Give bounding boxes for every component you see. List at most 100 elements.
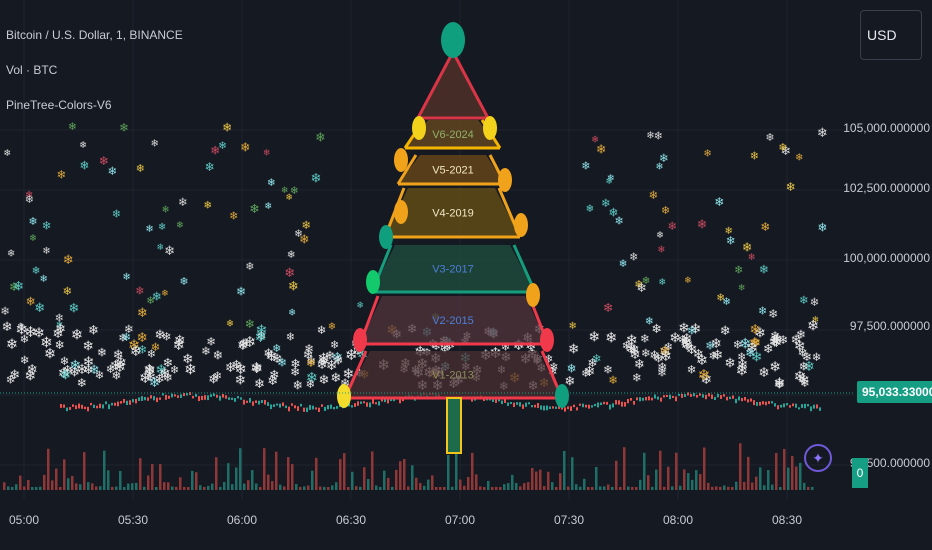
candle xyxy=(726,396,728,401)
volume-bar xyxy=(795,466,798,490)
candle xyxy=(315,407,317,410)
snowflake-icon: ❄ xyxy=(330,370,341,385)
volume-bar xyxy=(199,485,202,490)
volume-bar xyxy=(479,486,482,490)
currency-button[interactable]: USD xyxy=(860,10,922,60)
symbol-legend[interactable]: Bitcoin / U.S. Dollar, 1, BINANCE xyxy=(6,28,183,42)
volume-bar xyxy=(287,457,290,490)
snowflake-icon: ❄ xyxy=(601,197,611,210)
snowflake-icon: ❄ xyxy=(548,365,558,378)
volume-bar xyxy=(567,486,570,490)
candle xyxy=(135,398,137,404)
candle xyxy=(195,393,197,397)
volume-bar xyxy=(675,452,678,490)
candle xyxy=(75,405,77,410)
snowflake-icon: ❄ xyxy=(603,301,613,315)
snowflake-icon: ❄ xyxy=(111,369,121,383)
candle xyxy=(660,397,662,402)
volume-bar xyxy=(251,470,254,490)
volume-bar xyxy=(119,470,122,490)
snowflake-icon: ❄ xyxy=(290,185,299,197)
volume-bar xyxy=(699,474,702,490)
volume-bar xyxy=(419,483,422,490)
snowflake-icon: ❄ xyxy=(2,319,13,334)
volume-bar xyxy=(483,486,486,490)
snowflake-icon: ❄ xyxy=(812,315,820,325)
volume-bar xyxy=(711,486,714,490)
volume-bar xyxy=(683,469,686,490)
price-label: 102,500.000000 xyxy=(843,181,930,195)
volume-bar xyxy=(311,470,314,490)
chart-area[interactable]: ❄ ❄ ❄ ❄ ❄ ❄ ❄ ❄ ❄ ❄ ❄ ❄ ❄ ❄ ❄ ❄ ❄ ❄ ❄ ❄ ❄ ❄ ❄ ❄ ❄ ❄ ❄ ❄ ❄ ❄ ❄ ❄ ❄ ❄ ❄ ❄ ❄ ❄ ❄ ❄… xyxy=(0,0,855,500)
candle xyxy=(141,396,143,401)
candle xyxy=(126,400,128,405)
volume-bar xyxy=(83,452,86,490)
snowflake-icon: ❄ xyxy=(9,367,20,382)
candle xyxy=(201,395,203,401)
volume-bar xyxy=(811,486,814,490)
volume-bar xyxy=(447,454,450,490)
snowflake-icon: ❄ xyxy=(88,323,99,338)
volume-bar xyxy=(671,486,674,490)
snowflake-icon: ❄ xyxy=(203,201,212,212)
snowflake-icon: ❄ xyxy=(317,352,329,368)
snowflake-icon: ❄ xyxy=(345,348,357,364)
volume-bar xyxy=(335,482,338,490)
candle xyxy=(561,407,563,410)
snowflake-icon: ❄ xyxy=(581,160,590,172)
snowflake-icon: ❄ xyxy=(89,362,100,377)
volume-bar xyxy=(323,486,326,490)
volume-bar xyxy=(331,485,334,490)
volume-bar xyxy=(631,486,634,490)
snowflake-icon: ❄ xyxy=(656,162,664,173)
sparkle-icon[interactable]: ✦ xyxy=(804,444,832,472)
volume-bar xyxy=(343,453,346,490)
indicator-legend[interactable]: PineTree-Colors-V6 xyxy=(6,98,112,112)
candle xyxy=(741,397,743,402)
snowflake-icon: ❄ xyxy=(614,215,623,227)
snowflake-icon: ❄ xyxy=(225,360,236,375)
snowflake-icon: ❄ xyxy=(724,356,735,371)
volume-bar xyxy=(107,470,110,490)
snowflake-icon: ❄ xyxy=(113,347,124,362)
candle xyxy=(567,406,569,410)
volume-bar xyxy=(203,486,206,490)
price-scale[interactable]: 105,000.000000 102,500.000000 100,000.00… xyxy=(843,0,932,500)
volume-bar xyxy=(591,486,594,490)
snowflake-icon: ❄ xyxy=(690,321,702,337)
snowflake-icon: ❄ xyxy=(319,372,330,387)
volume-bar xyxy=(599,486,602,490)
snowflake-icon: ❄ xyxy=(696,353,708,369)
volume-bar xyxy=(659,450,662,490)
candle xyxy=(801,404,803,408)
snowflake-icon: ❄ xyxy=(69,364,80,379)
volume-bar xyxy=(587,486,590,490)
volume-bar xyxy=(499,486,502,490)
tree-ornament xyxy=(526,283,540,307)
snowflake-icon: ❄ xyxy=(112,209,121,221)
snowflake-icon: ❄ xyxy=(306,370,318,386)
candle xyxy=(705,394,707,400)
candle xyxy=(669,394,671,400)
snowflake-icon: ❄ xyxy=(319,354,329,368)
tree-tier-label: V3-2017 xyxy=(432,264,474,276)
chart-canvas[interactable]: ❄ ❄ ❄ ❄ ❄ ❄ ❄ ❄ ❄ ❄ ❄ ❄ ❄ ❄ ❄ ❄ ❄ ❄ ❄ ❄ ❄ ❄ ❄ ❄ ❄ ❄ ❄ ❄ ❄ ❄ ❄ ❄ ❄ ❄ ❄ ❄ ❄ ❄ ❄ ❄… xyxy=(0,0,855,500)
volume-bar xyxy=(139,458,142,490)
snowflake-icon: ❄ xyxy=(697,217,708,231)
tree-tier: V2-2015 xyxy=(358,295,550,346)
snowflake-icon: ❄ xyxy=(63,252,74,267)
candle xyxy=(708,393,710,397)
snowflake-icon: ❄ xyxy=(145,224,153,235)
candle xyxy=(72,404,74,407)
snowflake-icon: ❄ xyxy=(568,321,576,332)
snowflake-icon: ❄ xyxy=(794,338,806,354)
candle xyxy=(762,401,764,405)
snowflake-icon: ❄ xyxy=(714,195,724,209)
volume-bar xyxy=(723,485,726,490)
volume-legend[interactable]: Vol · BTC xyxy=(6,63,58,77)
candle xyxy=(102,404,104,409)
candle xyxy=(363,401,365,404)
candle xyxy=(552,406,554,409)
snowflake-icon: ❄ xyxy=(97,346,107,360)
volume-bar xyxy=(307,485,310,490)
